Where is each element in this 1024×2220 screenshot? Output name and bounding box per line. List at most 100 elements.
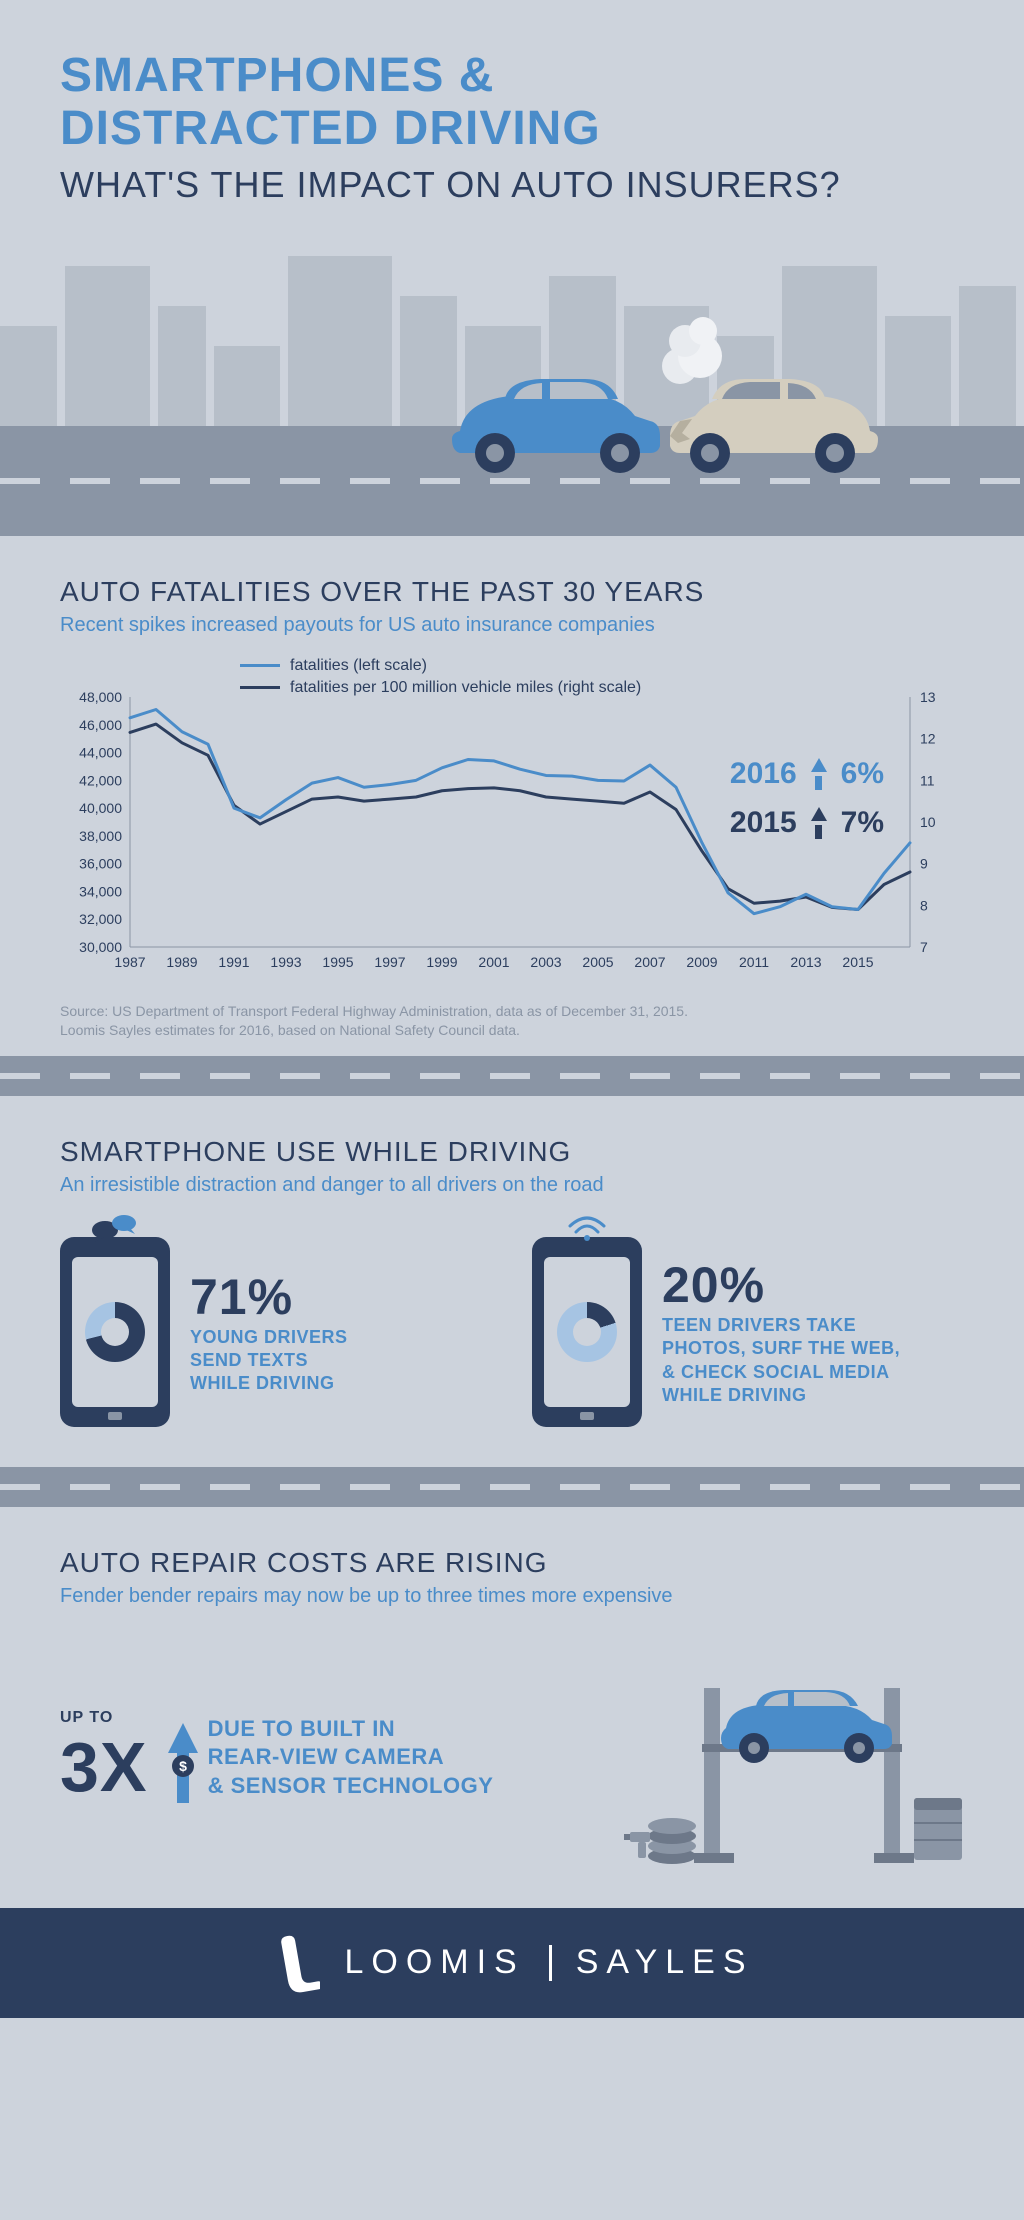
repair-text-l1: DUE TO BUILT IN [208,1715,494,1744]
smoke-icon [645,306,735,396]
phone-icon [532,1237,642,1427]
phone-home-button [580,1412,594,1420]
stat-text-line: YOUNG DRIVERS [190,1326,348,1349]
donut-chart [85,1302,145,1362]
arrow-up-icon [803,758,835,790]
stat-item: 20%TEEN DRIVERS TAKEPHOTOS, SURF THE WEB… [532,1237,964,1427]
road-separator [0,1056,1024,1096]
svg-text:8: 8 [920,897,928,913]
smartphone-stats: 71%YOUNG DRIVERSSEND TEXTSWHILE DRIVING2… [60,1237,964,1427]
svg-text:1999: 1999 [426,954,457,970]
stat-text-line: PHOTOS, SURF THE WEB, [662,1337,900,1360]
repair-stat: UP TO 3X $ DUE TO BUILT IN REAR-VIEW CAM… [60,1709,493,1807]
svg-text:1997: 1997 [374,954,405,970]
chart-callouts: 2016 6% 20157% [730,757,884,855]
svg-text:32,000: 32,000 [79,911,122,927]
svg-text:2013: 2013 [790,954,821,970]
building [0,326,57,426]
stat-percent: 20% [662,1256,900,1314]
stat-text-line: WHILE DRIVING [662,1384,900,1407]
chart-wrap: fatalities (left scale) fatalities per 10… [60,657,964,982]
phone-screen [544,1257,630,1407]
smartphone-title: SMARTPHONE USE WHILE DRIVING [60,1136,964,1168]
repair-title: AUTO REPAIR COSTS ARE RISING [60,1547,964,1579]
svg-text:40,000: 40,000 [79,800,122,816]
chart-callout: 20157% [730,806,884,840]
svg-text:$: $ [179,1758,187,1774]
chart-title: AUTO FATALITIES OVER THE PAST 30 YEARS [60,576,964,608]
footer-brand1: LOOMIS [344,1943,524,1982]
phone-home-button [108,1412,122,1420]
legend-item: fatalities (left scale) [240,657,641,675]
svg-text:36,000: 36,000 [79,855,122,871]
legend-swatch [240,664,280,667]
svg-text:42,000: 42,000 [79,772,122,788]
svg-text:1995: 1995 [322,954,353,970]
building [959,286,1016,426]
chat-icon [90,1212,140,1247]
svg-text:2003: 2003 [530,954,561,970]
arrow-up-icon [803,807,835,839]
car-lift-illustration [624,1648,964,1868]
car-blue [440,361,670,481]
legend-item: fatalities per 100 million vehicle miles… [240,679,641,697]
stat-percent: 71% [190,1268,348,1326]
repair-factor: 3X [60,1727,148,1807]
chart-callout: 2016 6% [730,757,884,791]
svg-text:38,000: 38,000 [79,827,122,843]
svg-text:2011: 2011 [739,954,769,970]
stat-text-line: WHILE DRIVING [190,1372,348,1395]
callout-year: 2016 [730,757,797,791]
svg-text:44,000: 44,000 [79,744,122,760]
stat-text-line: SEND TEXTS [190,1349,348,1372]
source-line1: Source: US Department of Transport Feder… [60,1002,964,1022]
svg-text:7: 7 [920,939,928,955]
svg-text:9: 9 [920,855,928,871]
donut-chart [557,1302,617,1362]
stat-text-line: TEEN DRIVERS TAKE [662,1314,900,1337]
repair-row: UP TO 3X $ DUE TO BUILT IN REAR-VIEW CAM… [60,1648,964,1868]
stat-text-line: & CHECK SOCIAL MEDIA [662,1361,900,1384]
svg-text:2015: 2015 [842,954,873,970]
arrow-up-icon: $ [163,1718,193,1798]
hero-illustration [0,236,1024,536]
building [65,266,150,426]
svg-text:30,000: 30,000 [79,939,122,955]
title-line1: SMARTPHONES & [60,50,964,103]
legend-swatch [240,686,280,689]
svg-text:1989: 1989 [166,954,197,970]
svg-text:13: 13 [920,689,936,705]
svg-text:1991: 1991 [218,954,249,970]
svg-text:48,000: 48,000 [79,689,122,705]
building [214,346,280,426]
stat-text-wrap: 20%TEEN DRIVERS TAKEPHOTOS, SURF THE WEB… [662,1256,900,1408]
svg-text:2009: 2009 [686,954,717,970]
phone-screen [72,1257,158,1407]
header: SMARTPHONES & DISTRACTED DRIVING WHAT'S … [0,0,1024,236]
svg-text:10: 10 [920,814,936,830]
svg-text:1987: 1987 [114,954,145,970]
chart-source: Source: US Department of Transport Feder… [0,1002,1024,1056]
repair-text-l2: REAR-VIEW CAMERA [208,1743,494,1772]
repair-text: DUE TO BUILT IN REAR-VIEW CAMERA & SENSO… [208,1715,494,1801]
building [288,256,392,426]
svg-text:2007: 2007 [634,954,665,970]
smartphone-subtitle: An irresistible distraction and danger t… [60,1174,964,1197]
svg-text:2001: 2001 [478,954,509,970]
phone-icon [60,1237,170,1427]
repair-subtitle: Fender bender repairs may now be up to t… [60,1585,964,1608]
repair-section: AUTO REPAIR COSTS ARE RISING Fender bend… [0,1507,1024,1908]
infographic-page: SMARTPHONES & DISTRACTED DRIVING WHAT'S … [0,0,1024,2018]
chart-section: AUTO FATALITIES OVER THE PAST 30 YEARS R… [0,536,1024,992]
building [158,306,205,426]
footer: LOOMIS SAYLES [0,1908,1024,2018]
wifi-icon [562,1212,612,1247]
callout-value: 6% [841,757,884,791]
chart-subtitle: Recent spikes increased payouts for US a… [60,614,964,637]
repair-text-l3: & SENSOR TECHNOLOGY [208,1772,494,1801]
svg-text:34,000: 34,000 [79,883,122,899]
svg-text:2005: 2005 [582,954,613,970]
legend-label: fatalities per 100 million vehicle miles… [290,679,641,697]
subtitle: WHAT'S THE IMPACT ON AUTO INSURERS? [60,164,964,206]
road-separator-2 [0,1467,1024,1507]
